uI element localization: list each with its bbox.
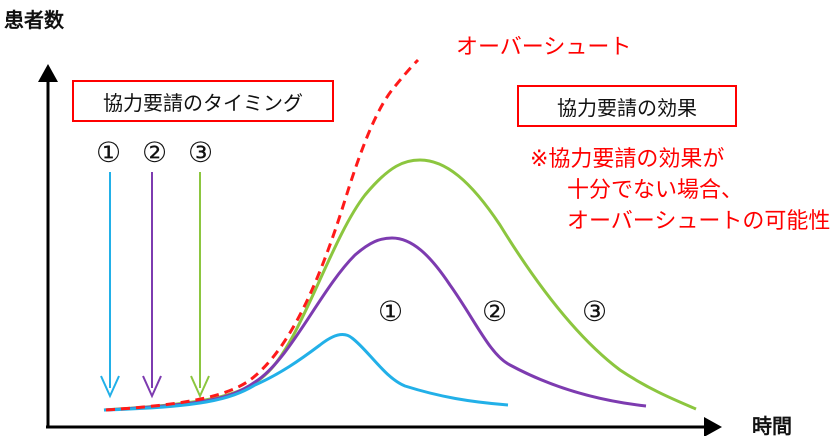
timing-marker-2: ② (142, 136, 168, 169)
timing-arrow-3 (190, 172, 210, 399)
timing-marker-1: ① (96, 136, 122, 169)
curve-2-purple (103, 236, 647, 412)
y-axis-label: 患者数 (4, 8, 64, 32)
timing-box: 協力要請のタイミング (72, 80, 334, 122)
timing-marker-3: ③ (188, 136, 214, 169)
curve-1-blue (103, 332, 509, 412)
y-axis-arrowhead (38, 64, 58, 82)
note-line-3: オーバーシュートの可能性 (567, 209, 831, 234)
note-line-1: ※協力要請の効果が (530, 147, 725, 172)
timing-arrow-2 (142, 172, 162, 399)
curve-marker-2: ② (482, 295, 508, 328)
x-axis-label: 時間 (752, 414, 792, 436)
overshoot-label: オーバーシュート (456, 35, 632, 60)
curve-marker-1: ① (378, 295, 404, 328)
effect-box: 協力要請の効果 (517, 85, 737, 127)
note-line-2: 十分でない場合、 (567, 178, 744, 203)
overshoot-curve (105, 58, 420, 412)
x-axis-arrowhead (704, 417, 722, 436)
timing-arrow-1 (100, 172, 120, 399)
curve-marker-3: ③ (582, 295, 608, 328)
